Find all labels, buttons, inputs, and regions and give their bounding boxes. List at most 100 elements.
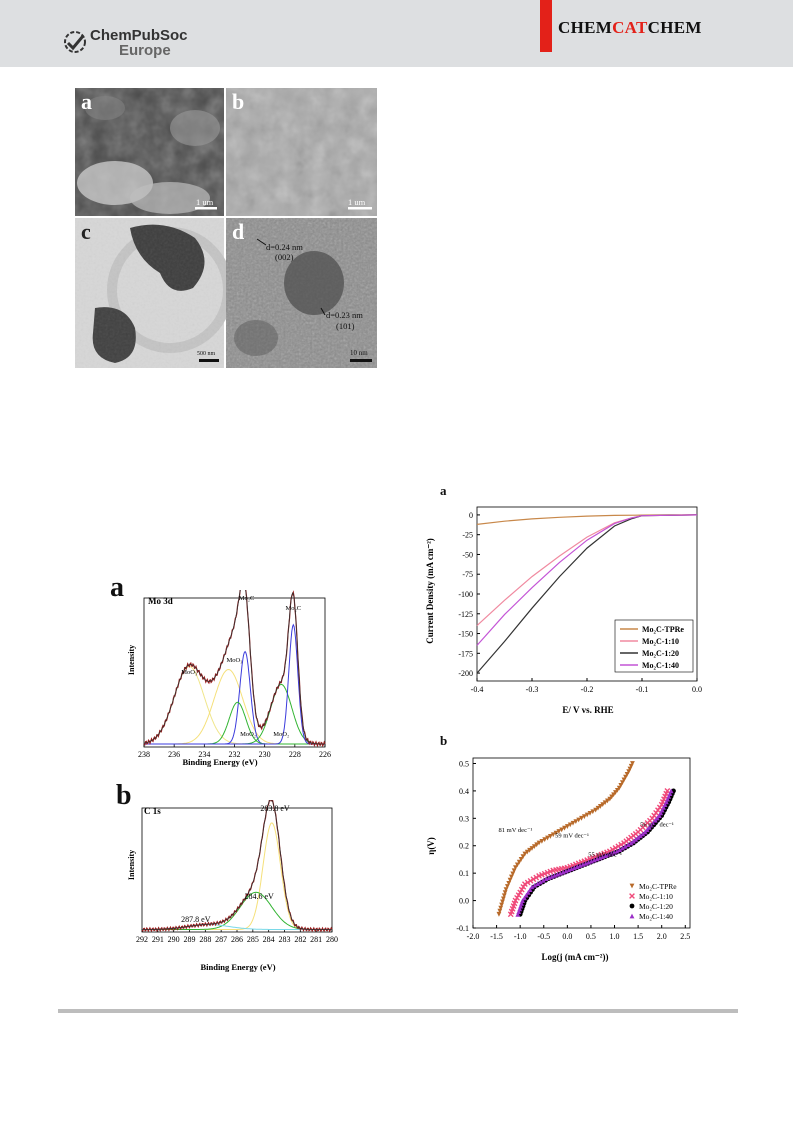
y-tick-label: -75 — [462, 570, 473, 579]
tafel-point — [520, 854, 526, 860]
tafel-point — [516, 909, 522, 914]
x-tick-label: 236 — [168, 750, 180, 759]
tafel-point — [527, 847, 533, 853]
tafel-point — [662, 802, 668, 808]
micrograph-label-a: a — [81, 89, 92, 114]
legend-swatch — [629, 913, 635, 919]
journal-title-part1: CHEM — [558, 18, 613, 37]
fit-component-curve — [144, 701, 325, 745]
tafel-point — [542, 837, 548, 843]
tafel-point — [658, 810, 664, 816]
tafel-point — [581, 814, 587, 820]
y-tick-label: 0 — [469, 511, 473, 520]
tafel-point — [600, 802, 606, 808]
tafel-point — [562, 825, 567, 831]
legend-swatch — [629, 883, 635, 889]
x-tick-label: 226 — [319, 750, 331, 759]
y-tick-label: -100 — [458, 590, 473, 599]
tafel-point — [536, 840, 542, 846]
x-tick-label: -2.0 — [467, 932, 480, 941]
tafel-point — [664, 799, 669, 805]
fit-component-curve — [142, 822, 332, 930]
tafel-point — [579, 815, 584, 821]
tafel-point — [576, 817, 582, 823]
y-tick-label: -175 — [458, 649, 473, 658]
tafel-chart: Log(j (mA cm⁻²)) η(V) -2.0 -1.5 -1.0 -0.5 0.… — [426, 757, 691, 962]
scale-bar-c: 500 nm — [197, 351, 216, 357]
tafel-point — [527, 877, 534, 884]
x-tick-label: 282 — [294, 935, 306, 944]
tafel-point — [620, 845, 625, 851]
x-tick-label: 232 — [229, 750, 241, 759]
micrograph-panel-a: a 1 um — [75, 88, 224, 216]
tafel-point — [538, 879, 543, 885]
tafel-point — [640, 831, 646, 837]
fit-component-curve — [144, 683, 325, 745]
tafel-panel-label: b — [440, 733, 448, 748]
xps-c1s-peak-label: 284.6 eV — [245, 892, 275, 901]
legend-label: Mo₂C-1:10 — [639, 892, 673, 901]
tafel-point — [556, 829, 562, 834]
micrograph-panel-b: b 1 um — [226, 88, 377, 216]
tafel-point — [553, 830, 559, 836]
tafel-slope-label: 56 mV dec⁻¹ — [640, 822, 674, 829]
xps-c1s-ylabel: Intensity — [127, 850, 136, 880]
tafel-point — [515, 892, 522, 898]
tafel-point — [617, 847, 623, 852]
tafel-point — [625, 842, 631, 848]
x-tick-label: -0.5 — [537, 932, 550, 941]
x-tick-label: 290 — [168, 935, 180, 944]
x-tick-label: 292 — [136, 935, 148, 944]
lsv-ylabel: Current Density (mA cm⁻²) — [425, 538, 435, 644]
tafel-slope-label: 55 mV dec⁻¹ — [588, 852, 622, 859]
y-tick-label: -50 — [462, 550, 473, 559]
y-tick-label: 0.3 — [459, 814, 469, 823]
xps-c1s-inner-title: C 1s — [144, 806, 161, 816]
x-tick-label: 0.0 — [562, 932, 572, 941]
tafel-point — [547, 834, 553, 839]
tafel-point — [515, 911, 521, 917]
tafel-point — [587, 810, 593, 816]
tafel-point — [622, 843, 628, 849]
xps-c1s-chart: Binding Energy (eV) Intensity C 1s 292 29… — [127, 800, 338, 972]
tafel-point — [614, 848, 620, 854]
tafel-slope-label: 59 mV dec⁻¹ — [555, 833, 589, 840]
y-tick-label: 0.0 — [459, 897, 469, 906]
tafel-point — [535, 881, 541, 886]
x-tick-label: -0.2 — [581, 685, 594, 694]
y-tick-label: -0.1 — [456, 924, 469, 933]
x-tick-label: 1.0 — [610, 932, 620, 941]
tafel-point — [630, 838, 636, 844]
x-tick-label: 280 — [326, 935, 338, 944]
x-tick-label: -0.4 — [471, 685, 484, 694]
y-tick-label: -150 — [458, 630, 473, 639]
legend-label: Mo₂C-1:40 — [642, 661, 679, 670]
x-tick-label: -0.3 — [526, 685, 539, 694]
x-tick-label: 283 — [279, 935, 291, 944]
tafel-point — [519, 900, 524, 906]
y-tick-label: -25 — [462, 531, 473, 540]
legend-label: Mo₂C-TPRe — [642, 625, 684, 634]
footer-divider — [58, 1009, 738, 1013]
legend-box — [626, 880, 686, 924]
xps-c1s-panel-label: b — [116, 780, 132, 811]
tafel-point — [570, 820, 576, 826]
x-tick-label: 286 — [231, 935, 243, 944]
journal-title: CHEMCATCHEM — [558, 18, 702, 38]
x-tick-label: -1.0 — [514, 932, 527, 941]
y-tick-label: -200 — [458, 669, 473, 678]
tafel-point — [522, 895, 527, 901]
tafel-point — [496, 911, 502, 917]
x-tick-label: 284 — [263, 935, 275, 944]
tafel-point — [501, 893, 507, 899]
legend-label: Mo₂C-TPRe — [639, 882, 677, 891]
tafel-point — [514, 862, 520, 868]
micrograph-panel-c: c 500 nm — [75, 218, 233, 368]
x-tick-label: -0.1 — [636, 685, 649, 694]
tafel-point — [667, 791, 673, 797]
xps-mo3d-ylabel: Intensity — [127, 645, 136, 675]
scale-bar-b: 1 um — [348, 197, 366, 207]
tafel-point — [584, 812, 590, 818]
plot-frame — [472, 757, 691, 929]
tafel-point — [520, 898, 525, 903]
